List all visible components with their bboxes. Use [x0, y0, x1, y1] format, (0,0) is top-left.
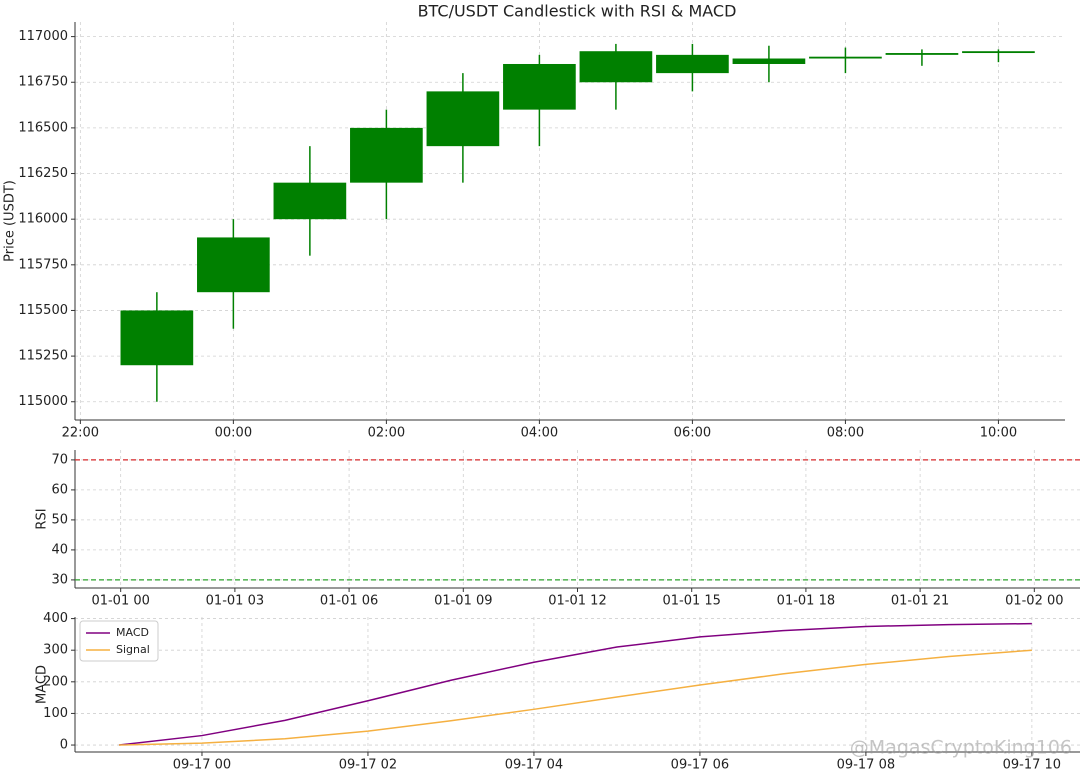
x-tick-label: 01-01 00 [91, 594, 149, 609]
x-tick-label: 01-01 15 [662, 594, 720, 609]
y-axis-label: MACD [35, 665, 50, 704]
y-tick-label: 200 [43, 674, 68, 689]
y-tick-label: 115750 [18, 257, 68, 272]
x-tick-label: 02:00 [368, 426, 405, 441]
candle-body [197, 237, 270, 293]
x-tick-label: 09-17 08 [837, 758, 895, 773]
x-tick-label: 09-17 06 [671, 758, 729, 773]
candle-body [426, 91, 500, 147]
y-tick-label: 115000 [18, 394, 68, 409]
x-tick-label: 09-17 02 [339, 758, 397, 773]
x-tick-label: 01-01 06 [320, 594, 378, 609]
x-tick-label: 04:00 [521, 426, 558, 441]
y-tick-label: 115250 [18, 349, 68, 364]
x-tick-label: 01-02 00 [1005, 594, 1063, 609]
y-tick-label: 60 [51, 482, 68, 497]
candle-body [885, 53, 959, 55]
x-tick-label: 01-01 09 [434, 594, 492, 609]
y-tick-label: 300 [43, 643, 68, 658]
chart-title: BTC/USDT Candlestick with RSI & MACD [418, 2, 737, 21]
y-tick-label: 0 [60, 738, 68, 753]
x-tick-label: 01-01 18 [777, 594, 835, 609]
y-tick-label: 100 [43, 706, 68, 721]
candle-body [732, 58, 806, 64]
candle-body [579, 51, 653, 83]
legend-label: Signal [116, 643, 150, 656]
x-tick-label: 00:00 [215, 426, 252, 441]
y-tick-label: 115500 [18, 303, 68, 318]
candle-body [120, 310, 194, 366]
x-tick-label: 09-17 04 [505, 758, 563, 773]
y-axis-label: Price (USDT) [3, 180, 18, 262]
y-tick-label: 50 [51, 512, 68, 527]
candle-body [503, 63, 576, 110]
legend: MACD Signal [79, 620, 159, 662]
y-axis-label: RSI [35, 508, 50, 529]
candle-body [273, 182, 347, 220]
candle-body [962, 51, 1035, 54]
candle-body [656, 54, 729, 74]
y-tick-label: 116250 [18, 166, 68, 181]
x-tick-label: 01-01 21 [891, 594, 949, 609]
legend-box [79, 620, 159, 662]
candle-body [809, 56, 882, 59]
y-tick-label: 400 [43, 611, 68, 626]
y-tick-label: 117000 [18, 29, 68, 44]
x-tick-label: 09-17 10 [1003, 758, 1061, 773]
x-tick-label: 09-17 00 [173, 758, 231, 773]
y-tick-label: 30 [51, 572, 68, 587]
y-tick-label: 70 [51, 452, 68, 467]
line-series [118, 622, 1032, 746]
candle-body [350, 127, 423, 183]
watermark: @MagasCryptoKing106 [850, 737, 1072, 759]
y-tick-label: 116000 [18, 212, 68, 227]
x-tick-label: 01-01 12 [548, 594, 606, 609]
y-tick-label: 116500 [18, 120, 68, 135]
legend-label: MACD [116, 626, 149, 639]
y-tick-label: 40 [51, 542, 68, 557]
line-series [118, 649, 1032, 746]
x-tick-label: 22:00 [62, 426, 99, 441]
x-tick-label: 08:00 [827, 426, 864, 441]
y-tick-label: 116750 [18, 75, 68, 90]
x-tick-label: 01-01 03 [206, 594, 264, 609]
x-tick-label: 10:00 [980, 426, 1017, 441]
x-tick-label: 06:00 [674, 426, 711, 441]
